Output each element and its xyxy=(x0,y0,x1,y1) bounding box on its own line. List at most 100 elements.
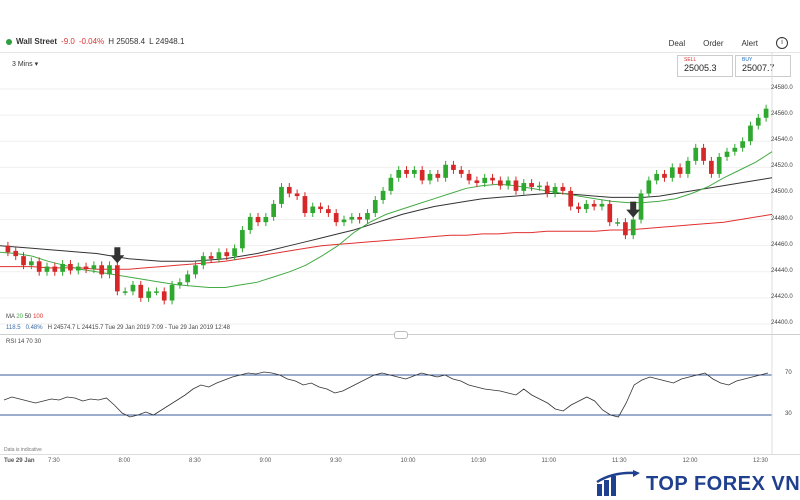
candle-up xyxy=(505,180,511,186)
candle-up xyxy=(365,213,370,220)
candle-up xyxy=(372,200,378,214)
candle-up xyxy=(638,193,644,220)
candle-up xyxy=(630,219,636,236)
candle-down xyxy=(497,180,503,186)
candle-down xyxy=(701,147,706,161)
candle-down xyxy=(513,180,519,191)
candle-up xyxy=(130,284,136,292)
candle-up xyxy=(583,203,589,210)
ma-legend: MA 20 50 100 xyxy=(6,314,43,320)
status-range: Tue 29 Jan 2019 7:09 - Tue 29 Jan 2019 1… xyxy=(105,325,230,331)
date-label: Tue 29 Jan xyxy=(4,458,35,464)
buy-button[interactable]: BUY 25007.7 xyxy=(735,55,791,77)
rsi-chart[interactable] xyxy=(0,335,800,455)
candle-up xyxy=(185,274,191,283)
candle-up xyxy=(748,125,753,142)
rsi-axis-30: 30 xyxy=(785,411,792,417)
candle-up xyxy=(615,222,620,224)
price-tick-label: 24440.0 xyxy=(771,267,793,274)
time-tick-label: 10:00 xyxy=(400,458,416,464)
sell-label: SELL xyxy=(684,57,697,63)
candle-up xyxy=(341,219,347,223)
price-tick-label: 24460.0 xyxy=(771,241,793,248)
price-tick-label: 24500.0 xyxy=(771,189,793,196)
candle-down xyxy=(568,190,574,207)
time-tick-label: 11:00 xyxy=(541,458,557,464)
time-tick-label: 12:30 xyxy=(753,458,769,464)
deal-button[interactable]: Deal xyxy=(668,38,686,48)
candle-down xyxy=(302,196,308,214)
status-pct: 0.48% xyxy=(25,325,43,331)
candle-up xyxy=(232,248,237,257)
candle-down xyxy=(224,252,230,257)
candle-down xyxy=(161,291,167,301)
candle-up xyxy=(552,186,558,194)
candle-down xyxy=(662,173,667,178)
candle-up xyxy=(412,169,417,174)
candle-down xyxy=(435,173,441,178)
rsi-lower: 30 xyxy=(34,339,42,345)
candle-up xyxy=(685,160,691,174)
candle-down xyxy=(294,193,300,197)
candle-up xyxy=(91,265,97,270)
candle-up xyxy=(44,266,50,272)
rsi-line xyxy=(3,371,769,418)
candle-down xyxy=(576,206,581,210)
time-tick-label: 8:30 xyxy=(189,458,201,464)
ma20-label: 20 xyxy=(16,314,24,320)
candle-down xyxy=(286,186,292,194)
candle-up xyxy=(740,141,745,148)
chevron-down-icon: ▾ xyxy=(34,61,39,68)
buy-price: 25007.7 xyxy=(742,63,775,73)
price-chart[interactable] xyxy=(0,52,800,334)
info-icon[interactable]: i xyxy=(776,37,788,49)
status-high: H 24574.7 xyxy=(47,325,76,331)
price-tick-label: 24580.0 xyxy=(771,85,793,92)
candle-down xyxy=(466,173,472,181)
time-tick-label: 9:30 xyxy=(330,458,342,464)
market-open-dot xyxy=(6,38,12,45)
candle-up xyxy=(349,216,355,220)
candle-down xyxy=(36,261,42,272)
candle-up xyxy=(107,265,112,275)
sell-price: 25005.3 xyxy=(684,63,717,73)
sell-button[interactable]: SELL 25005.3 xyxy=(677,55,733,77)
candle-up xyxy=(755,117,761,126)
toolbar xyxy=(0,32,800,53)
candle-up xyxy=(29,261,34,266)
candle-down xyxy=(451,164,456,170)
sell-signal-arrow-icon xyxy=(110,247,125,264)
candle-down xyxy=(591,203,597,207)
instrument-name[interactable]: Wall Street xyxy=(16,37,58,46)
interval-dropdown[interactable]: 3 Mins ▾ xyxy=(12,60,38,68)
ma100-label: 100 xyxy=(33,314,44,320)
price-change: -9.0 xyxy=(61,37,75,46)
alert-button[interactable]: Alert xyxy=(741,38,758,48)
price-tick-label: 24400.0 xyxy=(771,320,793,326)
price-tick-label: 24520.0 xyxy=(771,163,793,170)
data-note: Data is indicative xyxy=(4,447,42,453)
candle-up xyxy=(146,291,151,298)
candle-up xyxy=(732,147,738,152)
candle-up xyxy=(193,265,198,275)
candle-up xyxy=(240,230,245,249)
candle-up xyxy=(427,173,433,181)
candle-down xyxy=(544,185,550,194)
candle-down xyxy=(21,256,26,266)
candle-up xyxy=(716,156,722,174)
buy-label: BUY xyxy=(742,57,753,63)
candle-down xyxy=(560,186,566,191)
instrument-summary: Wall Street -9.0 -0.04% H 25058.4 L 2494… xyxy=(6,37,184,46)
pane-resize-handle[interactable] xyxy=(394,331,408,339)
candle-down xyxy=(114,265,120,292)
time-tick-label: 12:00 xyxy=(682,458,698,464)
session-low: L 24948.1 xyxy=(149,37,185,46)
ma50-label: 50 xyxy=(24,314,32,320)
candle-up xyxy=(247,216,253,231)
interval-label: 3 Mins xyxy=(12,61,33,68)
order-button[interactable]: Order xyxy=(703,38,724,48)
candle-up xyxy=(521,183,527,191)
ma100-line xyxy=(0,213,773,270)
candle-up xyxy=(482,177,488,184)
price-tick-label: 24480.0 xyxy=(771,215,793,222)
